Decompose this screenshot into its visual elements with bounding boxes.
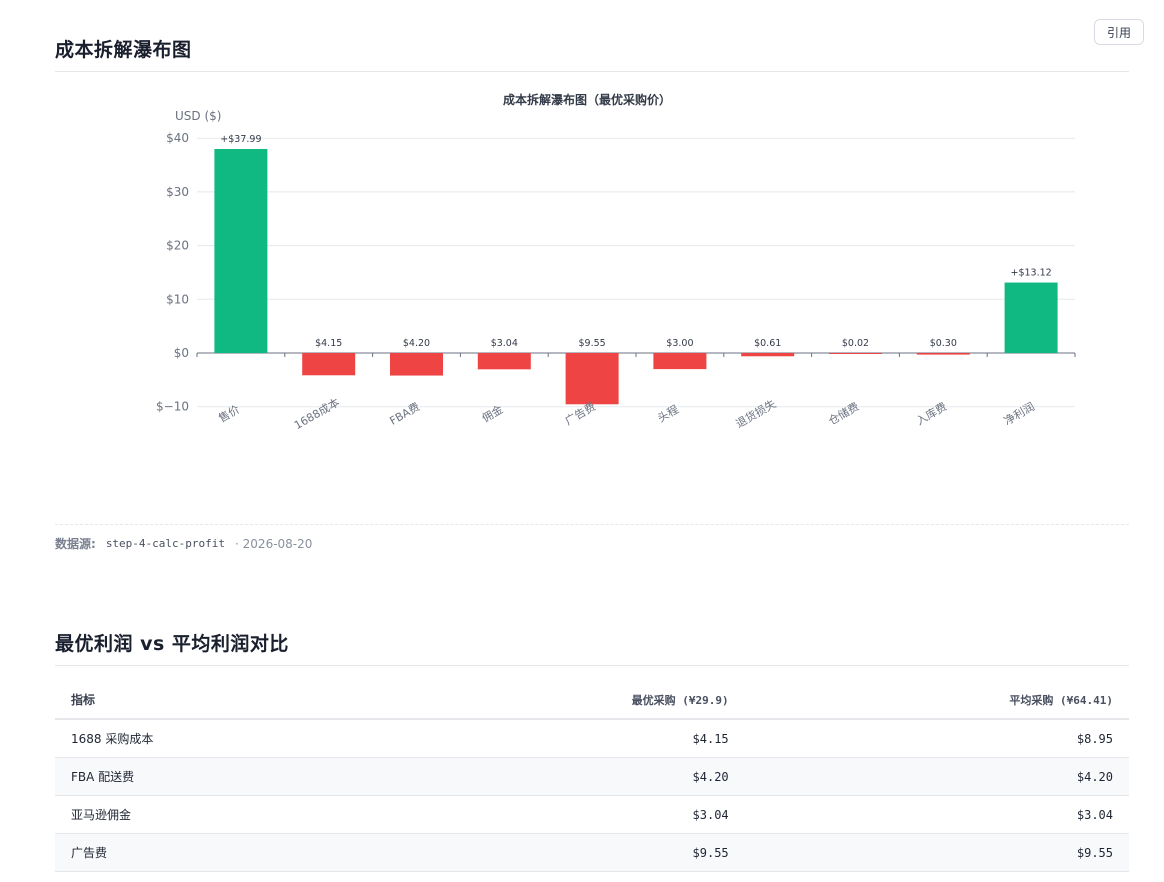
y-tick-label: $10	[166, 292, 189, 306]
row-average-value: $8.95	[744, 719, 1129, 758]
bar-7	[741, 353, 795, 357]
row-average-value: $3.04	[744, 795, 1129, 834]
row-metric: 广告费	[55, 833, 380, 872]
y-tick-label: $−10	[156, 400, 189, 414]
y-axis-label: USD ($)	[175, 109, 221, 123]
bar-10	[1004, 282, 1058, 353]
y-tick-label: $20	[166, 239, 189, 253]
x-tick-label: 头程	[655, 403, 681, 425]
data-source: 数据源: step-4-calc-profit · 2026-08-20	[55, 535, 312, 552]
row-best-value: $3.04	[379, 795, 745, 834]
y-tick-label: $30	[166, 185, 189, 199]
data-label: $0.61	[754, 338, 781, 349]
section-title-comparison: 最优利润 vs 平均利润对比	[55, 633, 289, 655]
waterfall-chart: 成本拆解瀑布图（最优采购价） USD ($) $40 $30 $20 $10 $0 $−10 +…	[55, 80, 1129, 520]
x-tick-label: 入库费	[914, 400, 949, 428]
x-tick-label: 净利润	[1001, 399, 1037, 428]
data-label: $4.15	[315, 338, 342, 349]
waterfall-chart-svg: 成本拆解瀑布图（最优采购价） USD ($) $40 $30 $20 $10 $0 $−10 +…	[156, 92, 1076, 432]
row-best-value: $4.15	[379, 719, 745, 758]
bar-1	[214, 148, 268, 353]
row-metric: FBA 配送费	[55, 757, 380, 796]
y-tick-label: $0	[174, 346, 189, 360]
chart-title: 成本拆解瀑布图（最优采购价）	[503, 92, 671, 107]
row-metric: 亚马逊佣金	[55, 795, 380, 834]
x-tick-label: FBA费	[387, 400, 422, 427]
table-row: 亚马逊佣金 $3.04 $3.04	[55, 795, 1129, 834]
data-label: $0.02	[842, 338, 869, 349]
x-tick-label: 退货损失	[733, 396, 778, 430]
source-divider	[55, 524, 1129, 525]
table-row: 1688 采购成本 $4.15 $8.95	[55, 719, 1129, 758]
data-label: $0.30	[930, 338, 957, 349]
section-divider	[55, 665, 1129, 666]
bar-2	[302, 353, 356, 376]
row-average-value: $4.20	[744, 757, 1129, 796]
column-header-average: 平均采购 (¥64.41)	[744, 681, 1129, 720]
column-header-metric: 指标	[55, 681, 380, 720]
x-tick-label: 售价	[216, 402, 242, 425]
row-best-value: $4.20	[379, 757, 745, 796]
table-row: FBA 配送费 $4.20 $4.20	[55, 757, 1129, 796]
cite-button[interactable]: 引用	[1094, 19, 1144, 45]
data-label: $3.04	[491, 338, 518, 349]
section-title-waterfall: 成本拆解瀑布图	[55, 39, 192, 61]
section-divider	[55, 71, 1129, 72]
bar-4	[477, 353, 531, 370]
bar-8	[829, 353, 882, 354]
bar-5	[565, 353, 619, 405]
data-label: $3.00	[666, 338, 693, 349]
row-metric: 1688 采购成本	[55, 719, 380, 758]
row-best-value: $9.55	[379, 833, 745, 872]
bar-9	[916, 353, 970, 355]
table-header-row: 指标 最优采购 (¥29.9) 平均采购 (¥64.41)	[55, 681, 1129, 720]
x-tick-label: 仓储费	[826, 399, 862, 428]
y-tick-label: $40	[166, 131, 189, 145]
table-row: 广告费 $9.55 $9.55	[55, 833, 1129, 872]
data-label: $9.55	[578, 338, 605, 349]
source-label: 数据源:	[55, 537, 96, 551]
source-code: step-4-calc-profit	[105, 537, 226, 550]
x-tick-label: 1688成本	[292, 395, 342, 432]
bar-6	[653, 353, 707, 370]
data-label: $4.20	[403, 338, 430, 349]
row-average-value: $9.55	[744, 833, 1129, 872]
data-label: +$37.99	[220, 134, 261, 145]
bar-3	[390, 353, 443, 376]
comparison-table: 指标 最优采购 (¥29.9) 平均采购 (¥64.41) 1688 采购成本 …	[55, 681, 1129, 872]
x-tick-label: 佣金	[479, 402, 505, 425]
column-header-best: 最优采购 (¥29.9)	[379, 681, 745, 720]
source-date: · 2026-08-20	[235, 536, 313, 551]
data-label: +$13.12	[1010, 268, 1051, 279]
